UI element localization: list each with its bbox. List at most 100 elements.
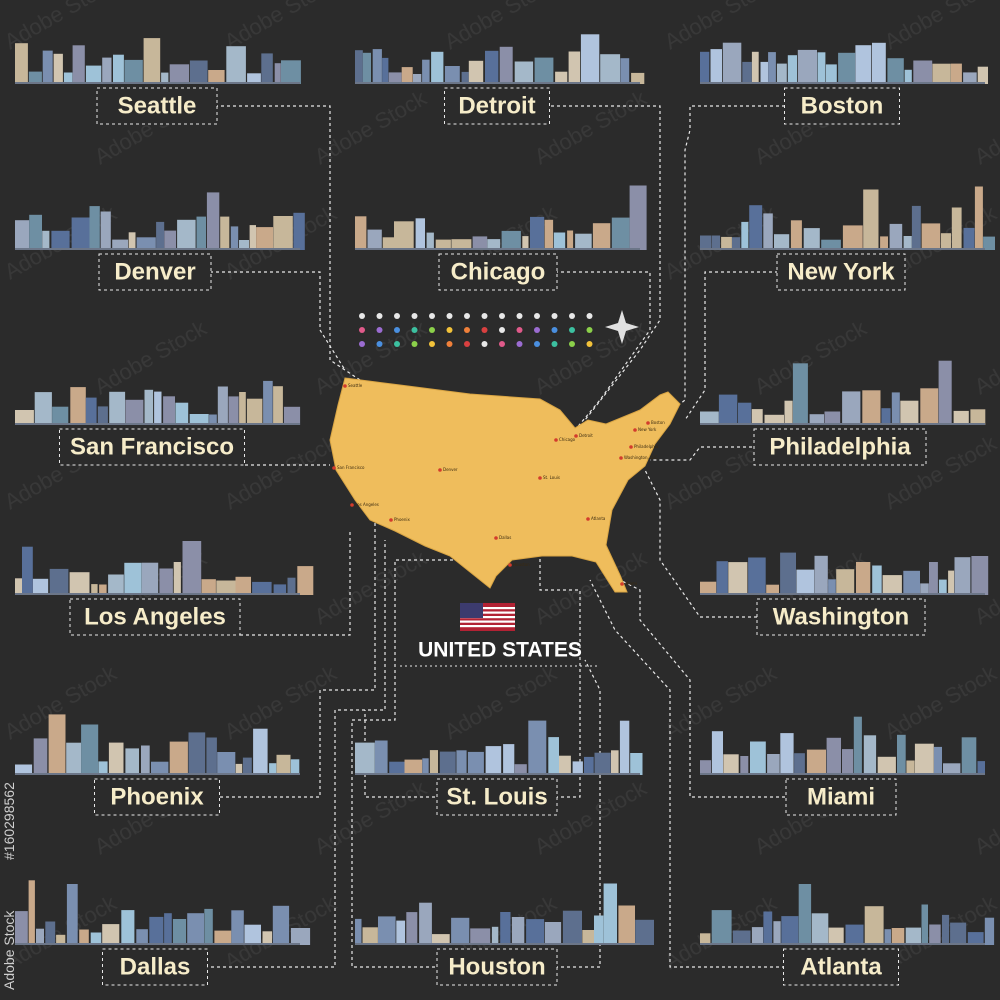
building [406,912,418,945]
pin-icon [464,313,470,319]
building [204,908,213,945]
connector [684,271,778,421]
pin-icon [429,327,435,333]
pin-icon [516,341,523,347]
building [603,883,617,945]
building [721,236,732,250]
building [977,761,985,775]
building [206,192,220,250]
building [34,392,52,425]
building [631,72,645,84]
building [164,230,177,250]
building [56,934,66,945]
building [235,763,243,775]
building [572,761,583,775]
city-marker [619,456,623,460]
building [821,239,841,250]
map-city-label: San Francisco [337,465,365,470]
building [700,51,710,84]
building [905,927,921,945]
skyline [700,884,995,945]
building [741,221,749,250]
building [544,219,554,250]
building [906,760,915,775]
city-label: Los Angeles [84,603,226,630]
building [230,226,239,250]
label-box [59,428,245,466]
building [85,65,102,84]
building [809,414,824,425]
building [635,919,654,945]
ground [355,82,640,84]
city-marker [586,517,590,521]
building [503,744,515,775]
connector [589,579,785,968]
skyline [15,38,301,84]
building [144,389,154,425]
building [228,396,239,425]
label-box [98,253,212,291]
skyline [15,541,314,595]
building [451,917,470,945]
ground [15,248,300,250]
building [977,66,988,84]
building [108,574,124,595]
building [374,740,388,775]
building [838,52,856,84]
building [355,50,363,84]
building [79,929,89,945]
pin-icon [481,327,488,333]
ground [700,82,985,84]
building [938,579,947,595]
map-city-label: Detroit [579,433,593,438]
building [15,220,30,250]
building [177,219,196,250]
compass [605,310,639,344]
building [951,63,962,84]
building [283,406,301,425]
building [355,742,375,775]
building [70,387,86,425]
building [15,911,28,945]
building [432,934,450,945]
building [611,217,630,250]
pin-icon [569,341,575,347]
building [281,60,301,84]
pin-icon [376,327,383,333]
map-city-label: Chicago [559,437,576,442]
connector [364,710,435,798]
building [842,391,861,425]
building [514,61,534,84]
building [948,570,955,595]
pin-icon [411,313,418,319]
building [780,552,796,595]
building [594,752,611,775]
building [806,749,826,775]
connector [644,469,757,618]
city-label: Phoenix [110,783,204,810]
map-icons [359,313,593,347]
building [751,927,764,945]
building [501,230,521,250]
city-label: Philadelphia [769,433,911,460]
city-marker [343,384,347,388]
building [149,916,164,945]
building [141,562,159,595]
city-marker [389,518,393,522]
building [382,57,389,84]
building [404,759,423,775]
map-city-label: Denver [443,467,458,472]
flag [460,603,515,631]
building [91,584,98,595]
building [235,576,251,595]
building [209,414,217,425]
flag-stripe [460,616,515,619]
building [897,734,906,775]
building [863,189,879,250]
building [768,52,776,84]
pin-icon [446,341,453,347]
building [362,927,378,945]
building [49,568,69,595]
building [172,919,187,945]
building [36,928,44,945]
